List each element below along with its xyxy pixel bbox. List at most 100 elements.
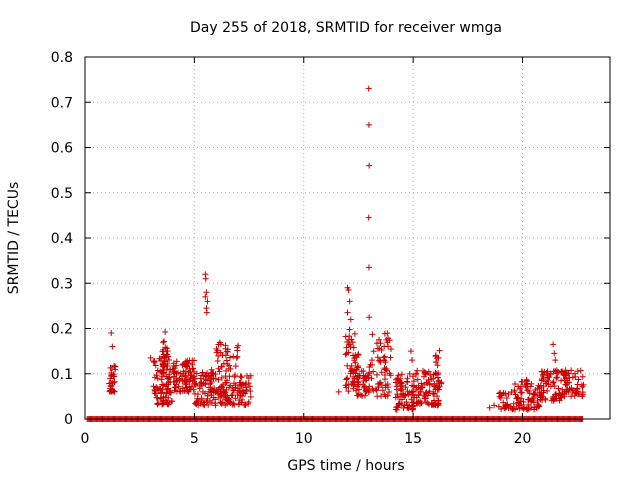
data-point: [415, 382, 422, 389]
data-point: [160, 361, 167, 368]
data-point: [232, 363, 239, 370]
data-point: [218, 363, 225, 370]
data-point: [154, 401, 161, 408]
data-point: [422, 369, 429, 376]
data-point: [564, 386, 571, 393]
data-point: [552, 391, 559, 398]
data-point: [168, 398, 175, 405]
data-point: [229, 384, 236, 391]
data-point: [502, 390, 509, 397]
data-point: [157, 368, 164, 375]
data-point: [222, 402, 229, 409]
data-point: [240, 389, 247, 396]
data-point: [361, 392, 368, 399]
data-point: [404, 378, 411, 385]
data-point: [354, 392, 361, 399]
data-point: [347, 316, 354, 323]
data-point: [374, 354, 381, 361]
data-point: [520, 399, 527, 406]
data-point: [187, 374, 194, 381]
data-point: [397, 385, 404, 392]
data-point: [179, 362, 186, 369]
data-point: [173, 378, 180, 385]
data-point: [542, 396, 549, 403]
data-point: [191, 369, 198, 376]
data-point: [510, 400, 517, 407]
data-point: [495, 403, 502, 410]
data-point: [344, 309, 351, 316]
data-point: [234, 353, 241, 360]
data-point: [373, 371, 380, 378]
data-point: [363, 386, 370, 393]
data-point: [398, 382, 405, 389]
data-point: [356, 372, 363, 379]
data-point: [384, 384, 391, 391]
data-point: [511, 387, 518, 394]
data-point: [238, 399, 245, 406]
data-point: [164, 399, 171, 406]
data-point: [108, 330, 115, 337]
data-point: [238, 382, 245, 389]
data-point: [410, 402, 417, 409]
data-point: [162, 354, 169, 361]
data-point: [218, 374, 225, 381]
data-point: [534, 385, 541, 392]
data-point: [180, 361, 187, 368]
data-point: [112, 363, 119, 370]
data-point: [574, 386, 581, 393]
data-point: [564, 377, 571, 384]
data-point: [529, 395, 536, 402]
data-point: [204, 377, 211, 384]
data-point: [407, 348, 414, 355]
data-point: [158, 376, 165, 383]
data-point: [351, 330, 358, 337]
data-point: [403, 398, 410, 405]
data-point: [162, 329, 169, 336]
data-point: [409, 403, 416, 410]
x-tick-label: 0: [81, 431, 90, 447]
y-tick-label: 0.6: [51, 141, 73, 157]
data-point: [107, 364, 114, 371]
data-point: [516, 385, 523, 392]
data-point: [381, 353, 388, 360]
data-point: [406, 370, 413, 377]
data-point: [382, 359, 389, 366]
data-point: [378, 369, 385, 376]
data-point: [497, 395, 504, 402]
data-point: [568, 367, 575, 374]
data-point: [512, 381, 519, 388]
data-point: [191, 357, 198, 364]
data-point: [386, 389, 393, 396]
data-point: [215, 376, 222, 383]
data-point: [365, 85, 372, 92]
data-point: [396, 377, 403, 384]
data-point: [408, 402, 415, 409]
data-point: [157, 355, 164, 362]
data-point: [109, 343, 116, 350]
data-point: [167, 366, 174, 373]
data-point: [199, 369, 206, 376]
data-point: [368, 375, 375, 382]
data-point: [415, 391, 422, 398]
data-point: [189, 361, 196, 368]
data-point: [243, 386, 250, 393]
data-point: [217, 349, 224, 356]
data-point: [350, 373, 357, 380]
data-point: [424, 380, 431, 387]
data-point: [150, 383, 157, 390]
data-point: [345, 287, 352, 294]
data-point: [413, 370, 420, 377]
data-point: [398, 371, 405, 378]
data-point: [392, 406, 399, 413]
data-point: [348, 381, 355, 388]
data-point: [165, 394, 172, 401]
data-point: [157, 394, 164, 401]
data-point: [558, 377, 565, 384]
data-point: [343, 376, 350, 383]
data-point: [220, 386, 227, 393]
data-point: [154, 375, 161, 382]
data-point: [519, 378, 526, 385]
data-point: [363, 387, 370, 394]
data-point: [163, 389, 170, 396]
